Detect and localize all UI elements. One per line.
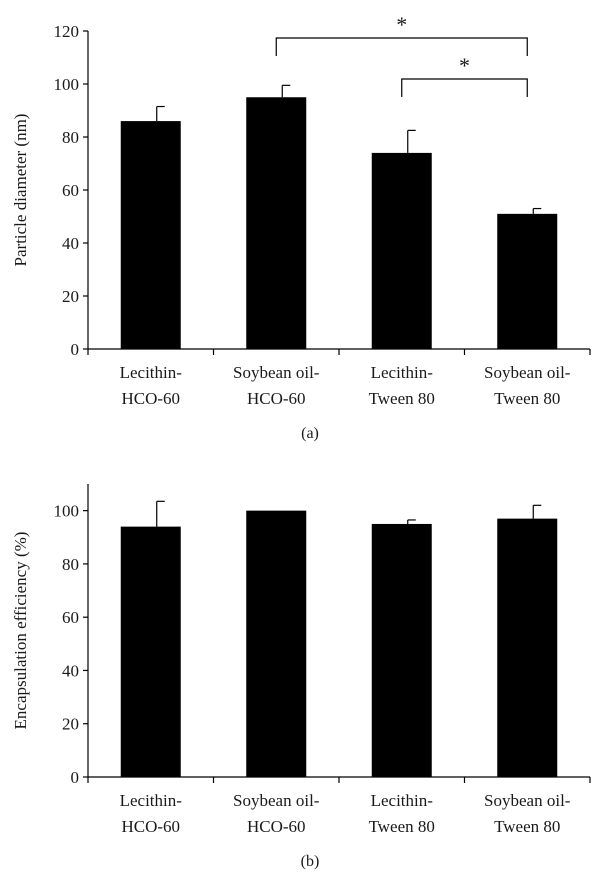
y-tick-label: 60 [62, 181, 79, 200]
y-tick-label: 100 [54, 75, 80, 94]
significance-bracket [275, 37, 528, 56]
x-category-label: Lecithin- [120, 791, 183, 810]
bar [120, 526, 181, 777]
significance-star: * [459, 53, 470, 78]
y-tick-label: 20 [62, 715, 79, 734]
y-axis-label: Encapsulation efficiency (%) [11, 532, 30, 730]
bar [497, 518, 558, 777]
bar [371, 523, 432, 777]
x-category-label: HCO-60 [247, 389, 306, 408]
x-category-label: Soybean oil- [484, 363, 571, 382]
x-category-label: Tween 80 [494, 389, 560, 408]
y-tick-label: 40 [62, 661, 79, 680]
x-category-label: Lecithin- [371, 791, 434, 810]
x-category-label: HCO-60 [247, 817, 306, 836]
y-tick-label: 80 [62, 128, 79, 147]
y-tick-label: 100 [54, 502, 80, 521]
bar [497, 213, 558, 349]
x-category-label: Lecithin- [371, 363, 434, 382]
bar [371, 152, 432, 349]
significance-bracket [401, 78, 528, 97]
y-tick-label: 0 [71, 768, 80, 787]
y-tick-label: 80 [62, 555, 79, 574]
x-category-label: Tween 80 [369, 389, 435, 408]
x-category-label: Tween 80 [494, 817, 560, 836]
y-axis-label: Particle diameter (nm) [11, 114, 30, 267]
x-category-label: Tween 80 [369, 817, 435, 836]
chart-panel-0: 0 20 40 60 80 100 120 Lecithin- HCO-60 Soybean oi… [11, 12, 591, 442]
x-category-label: HCO-60 [121, 389, 180, 408]
y-tick-label: 120 [54, 22, 80, 41]
x-category-label: Soybean oil- [233, 363, 320, 382]
y-tick-label: 40 [62, 234, 79, 253]
panel-label: (b) [301, 853, 320, 870]
bar [246, 97, 307, 349]
y-tick-label: 0 [71, 340, 80, 359]
x-category-label: Soybean oil- [233, 791, 320, 810]
chart-panel-1: 0 20 40 60 80 100 Lecithin- HCO-60 Soybean oil- H… [11, 484, 591, 870]
x-category-label: Soybean oil- [484, 791, 571, 810]
y-tick-label: 60 [62, 608, 79, 627]
panel-label: (a) [301, 425, 319, 442]
y-tick-label: 20 [62, 287, 79, 306]
x-category-label: Lecithin- [120, 363, 183, 382]
bar [246, 510, 307, 777]
x-category-label: HCO-60 [121, 817, 180, 836]
bar [120, 121, 181, 349]
significance-star: * [396, 12, 407, 37]
